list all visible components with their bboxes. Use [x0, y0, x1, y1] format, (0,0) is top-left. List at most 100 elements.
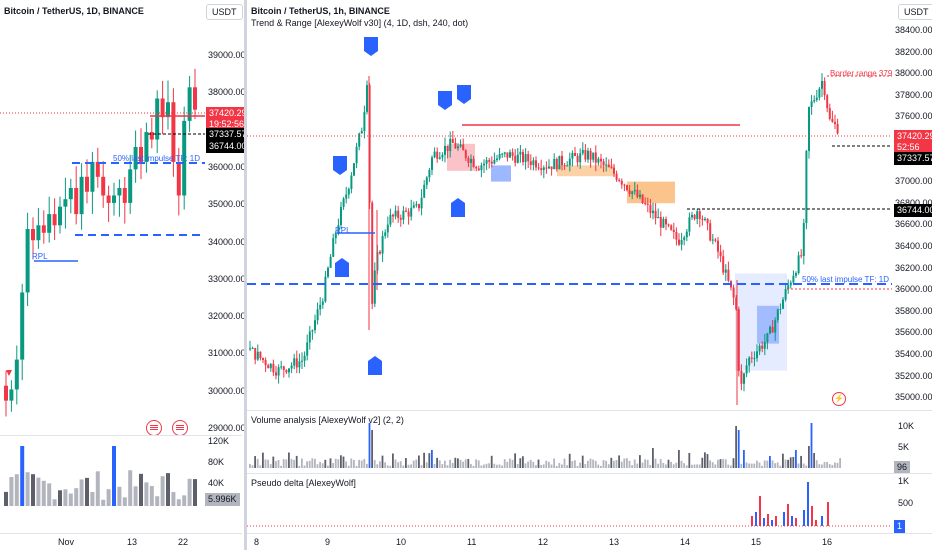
- candle-body: [438, 157, 441, 159]
- candle-body: [295, 358, 298, 368]
- candle-body: [628, 190, 631, 194]
- volume-bar: [652, 448, 654, 468]
- volume-bar: [306, 461, 308, 468]
- candle-body: [101, 176, 106, 196]
- candle-body: [36, 225, 41, 241]
- lightning-icon[interactable]: ⚡: [832, 392, 846, 406]
- range-zone: [735, 273, 787, 371]
- volume-value-tag: 96: [894, 461, 911, 473]
- right-impulse-label: 50% last impulse TF: 1D: [802, 275, 889, 284]
- volume-bar: [418, 455, 420, 468]
- volume-bar: [805, 465, 808, 468]
- border-range-label: Border range 37972...: [830, 69, 892, 78]
- left-volume-axis-label: 120K: [208, 436, 230, 446]
- candle-body: [823, 80, 826, 96]
- candle-body: [269, 363, 272, 369]
- left-level1-tag: 37337.57: [206, 128, 244, 141]
- left-price-axis[interactable]: USDT 39000.0038000.0037000.0036000.00350…: [202, 0, 244, 435]
- volume-bar: [644, 459, 646, 468]
- chart-divider[interactable]: [244, 0, 247, 550]
- volume-bar: [166, 473, 170, 506]
- candle-body: [280, 366, 283, 368]
- volume-bar: [498, 464, 501, 468]
- delta-bar: [821, 516, 823, 526]
- candle-body: [360, 130, 363, 134]
- right-time-label: 8: [254, 537, 260, 547]
- candle-body: [166, 102, 170, 118]
- candle-body: [327, 267, 329, 277]
- volume-bar: [451, 462, 454, 468]
- candle-body: [418, 204, 420, 209]
- candle-body: [633, 189, 636, 192]
- volume-bar: [298, 465, 301, 468]
- volume-bar: [160, 476, 165, 506]
- candle-body: [631, 191, 634, 194]
- candle-body: [112, 195, 116, 203]
- candle-body: [272, 363, 275, 373]
- right-time-label: 9: [325, 537, 331, 547]
- candle-body: [251, 348, 254, 350]
- volume-analysis-title[interactable]: Volume analysis [AlexeyWolf v2] (2, 2): [251, 415, 404, 425]
- volume-bar: [4, 491, 8, 506]
- volume-bar: [345, 461, 347, 468]
- candle-body: [527, 154, 530, 162]
- candle-body: [324, 276, 327, 302]
- volume-bar: [571, 461, 574, 468]
- delta-bar: [815, 520, 817, 526]
- right-indicator-title[interactable]: Trend & Range [AlexeyWolf v30] (4, 1D, d…: [251, 18, 469, 28]
- candle-body: [368, 85, 371, 203]
- volume-bar: [605, 460, 607, 468]
- right-time-axis[interactable]: 8 9 10 11 12 13 14 15 16: [247, 533, 932, 551]
- candle-body: [761, 345, 764, 349]
- volume-bar: [254, 456, 256, 468]
- right-currency-button[interactable]: USDT: [898, 4, 932, 20]
- volume-analysis-pane[interactable]: Volume analysis [AlexeyWolf v2] (2, 2) 1…: [247, 411, 932, 473]
- volume-bar: [592, 459, 594, 468]
- candle-body: [701, 218, 704, 220]
- candle-body: [818, 88, 821, 98]
- delta-bar: [767, 514, 769, 526]
- candle-body: [298, 361, 301, 368]
- left-time-axis[interactable]: Nov 13 22: [0, 533, 242, 551]
- candle-body: [709, 223, 712, 241]
- volume-bar: [831, 464, 834, 468]
- candle-body: [561, 155, 563, 166]
- pseudo-delta-title[interactable]: Pseudo delta [AlexeyWolf]: [251, 478, 356, 488]
- delta-bar: [763, 518, 765, 526]
- left-currency-button[interactable]: USDT: [206, 4, 243, 20]
- candle-body: [672, 229, 675, 232]
- volume-bar: [182, 495, 187, 506]
- left-price-label: 35000.00: [208, 199, 244, 210]
- candle-body: [301, 360, 303, 362]
- delta-bar: [795, 518, 797, 526]
- pseudo-delta-pane[interactable]: Pseudo delta [AlexeyWolf] 1K 500 1: [247, 474, 932, 533]
- candle-body: [693, 214, 696, 219]
- delta-bar: [783, 512, 785, 526]
- volume-bar: [467, 458, 470, 468]
- left-volume-pane[interactable]: 120K 80K 40K 5.996K: [0, 436, 242, 533]
- volume-axis-label: 10K: [898, 421, 915, 431]
- us-flag-icon[interactable]: [172, 420, 188, 435]
- candle-body: [623, 184, 626, 186]
- right-time-label: 12: [538, 537, 549, 547]
- us-flag-icon[interactable]: [146, 420, 162, 435]
- volume-bar: [477, 460, 480, 468]
- volume-bar: [496, 464, 498, 468]
- demand-zone: [491, 165, 511, 182]
- candle-body: [719, 251, 722, 257]
- candle-body: [836, 123, 839, 134]
- right-last-price-tag: 37420.29 52:56: [894, 130, 932, 154]
- candle-body: [85, 176, 89, 192]
- candle-body: [779, 308, 782, 310]
- right-chart-pane[interactable]: Bitcoin / TetherUS, 1h, BINANCE Trend & …: [247, 0, 892, 410]
- order-block: [757, 305, 779, 344]
- volume-bar: [295, 455, 298, 468]
- right-price-axis[interactable]: USDT 38400.00 38200.00 38000.00 37800.00 376…: [892, 0, 932, 410]
- volume-bar: [782, 453, 784, 468]
- right-time-label: 14: [680, 537, 691, 547]
- volume-bar: [766, 460, 769, 468]
- left-volume-bars: [4, 446, 197, 506]
- volume-bar: [561, 464, 563, 468]
- left-chart-pane[interactable]: Bitcoin / TetherUS, 1D, BINANCE 50% last…: [0, 0, 242, 435]
- candle-body: [831, 118, 834, 122]
